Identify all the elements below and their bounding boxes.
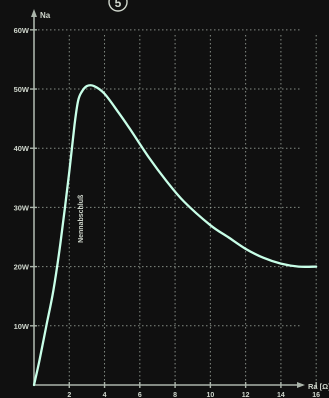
x-tick-label: 2 bbox=[67, 392, 71, 398]
figure-number: 5 bbox=[115, 0, 122, 10]
annotation-label: Nennabschluß bbox=[78, 194, 85, 243]
y-tick-label: 60W bbox=[14, 26, 30, 35]
x-tick-label: 14 bbox=[277, 392, 285, 398]
y-tick-label: 10W bbox=[14, 322, 30, 331]
y-axis-arrow bbox=[31, 9, 37, 17]
y-tick-label: 50W bbox=[14, 85, 30, 94]
y-tick-label: 40W bbox=[14, 144, 30, 153]
power-curve bbox=[32, 84, 318, 387]
x-tick-label: 12 bbox=[242, 392, 250, 398]
x-axis-title: Ra [Ω] bbox=[308, 382, 329, 391]
x-tick-label: 4 bbox=[103, 392, 107, 398]
x-tick-label: 10 bbox=[206, 392, 214, 398]
series-line bbox=[32, 84, 318, 387]
figure-number-circle bbox=[108, 0, 128, 12]
chart-labels: Na Ra [Ω] 5 Nennabschluß bbox=[40, 0, 329, 391]
grid-lines bbox=[34, 29, 317, 385]
y-axis-title: Na bbox=[40, 11, 51, 20]
tick-labels: 10W 20W 30W 40W 50W 60W 2 4 6 8 10 12 14 16 bbox=[14, 26, 321, 398]
x-tick-label: 8 bbox=[173, 392, 177, 398]
y-tick-label: 30W bbox=[14, 203, 30, 212]
x-tick-label: 6 bbox=[138, 392, 142, 398]
x-tick-label: 16 bbox=[312, 392, 320, 398]
axes bbox=[30, 9, 317, 388]
x-axis-arrow bbox=[297, 382, 305, 388]
y-tick-label: 20W bbox=[14, 263, 30, 272]
